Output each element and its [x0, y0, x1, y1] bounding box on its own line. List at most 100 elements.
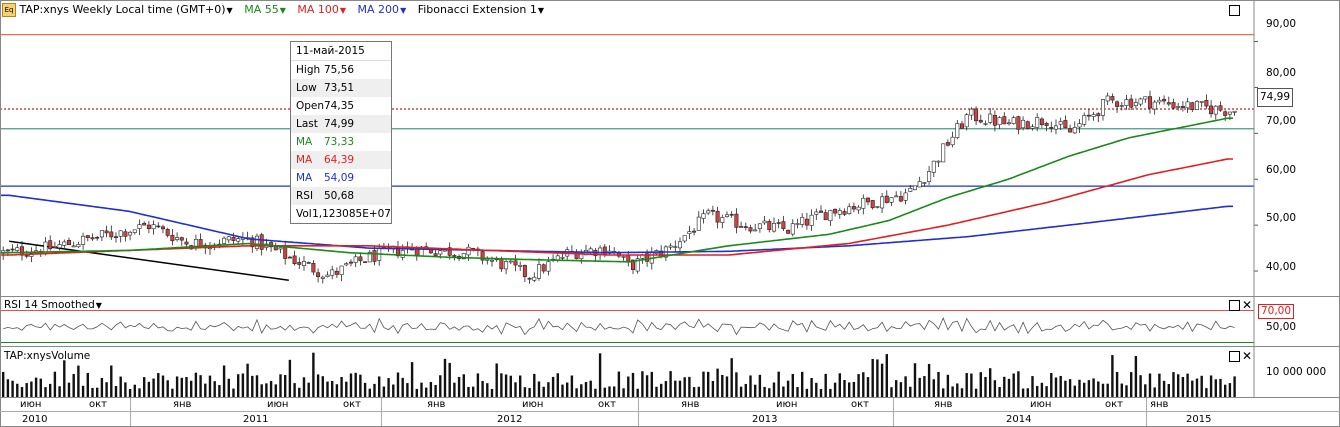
volume-bar — [1035, 386, 1039, 397]
volume-bar — [359, 374, 362, 397]
candle-body — [1204, 100, 1209, 107]
candle-body — [983, 123, 988, 125]
volume-bar — [100, 377, 104, 397]
volume-bar — [960, 388, 964, 397]
instrument-dropdown-icon[interactable]: ▼ — [226, 6, 233, 15]
volume-bar — [1167, 384, 1170, 397]
volume-bar — [1181, 376, 1185, 397]
ma100-label[interactable]: MA 100 — [297, 3, 339, 16]
volume-bar — [937, 371, 940, 397]
maximize-rsi-icon[interactable] — [1229, 300, 1240, 311]
candle-body — [52, 246, 57, 248]
candle-body — [71, 245, 76, 248]
volume-bar — [979, 372, 982, 397]
volume-bar — [941, 388, 945, 397]
volume-bar — [988, 368, 992, 397]
volume-bar — [67, 382, 71, 397]
volume-bar — [199, 375, 202, 397]
volume-bar — [293, 383, 296, 397]
candle-body — [518, 264, 523, 267]
candle-body — [1232, 110, 1237, 113]
volume-bar — [688, 376, 691, 397]
volume-bar — [617, 371, 621, 397]
candle-body — [880, 196, 885, 209]
candle-body — [959, 123, 964, 129]
candle-body — [1199, 101, 1204, 103]
volume-bar — [547, 382, 550, 397]
data-window-row: High 75,56 — [296, 64, 355, 76]
volume-bar — [180, 377, 183, 397]
volume-bar — [58, 386, 61, 397]
candle-body — [687, 231, 692, 235]
candle-body — [729, 213, 734, 216]
candle-body — [513, 260, 518, 266]
candle-body — [1115, 101, 1120, 107]
ma55-dropdown-icon[interactable]: ▼ — [279, 6, 286, 15]
fibonacci-dropdown-icon[interactable]: ▼ — [537, 6, 545, 15]
candle-body — [1157, 99, 1162, 103]
volume-bar — [927, 363, 931, 397]
volume-bar — [899, 382, 903, 397]
volume-bar — [25, 383, 28, 397]
volume-bar — [1054, 377, 1058, 397]
volume-bar — [1186, 373, 1189, 397]
fibonacci-label[interactable]: Fibonacci Extension 1 — [417, 3, 537, 16]
ma200-label[interactable]: MA 200 — [357, 3, 400, 16]
maximize-volume-icon[interactable] — [1229, 351, 1240, 362]
ma55-label[interactable]: MA 55 — [244, 3, 279, 16]
volume-bar — [974, 388, 978, 397]
volume-bar — [6, 379, 10, 397]
candle-body — [724, 214, 729, 217]
candle-body — [536, 264, 541, 279]
candle-body — [15, 247, 20, 251]
volume-bar — [424, 387, 428, 397]
chart-header: Eq TAP:xnys Weekly Local time (GMT+0)▼ M… — [2, 3, 544, 17]
equity-icon[interactable]: Eq — [2, 3, 16, 17]
close-rsi-icon[interactable]: ✕ — [1242, 298, 1253, 312]
volume-bar — [918, 377, 921, 397]
candle-body — [222, 237, 227, 244]
volume-bar — [894, 380, 898, 397]
volume-bar — [970, 373, 973, 397]
year-label: 2014 — [1006, 414, 1032, 425]
volume-bar — [222, 365, 226, 397]
candle-body — [861, 197, 866, 209]
volume-bar — [1111, 355, 1114, 397]
volume-bar — [669, 371, 672, 397]
candle-body — [1124, 99, 1129, 106]
volume-bar — [194, 372, 198, 397]
volume-bar — [128, 388, 132, 397]
volume-bar — [269, 381, 273, 397]
volume-bar — [556, 373, 559, 397]
candle-body — [875, 206, 880, 208]
instrument-label[interactable]: TAP:xnys Weekly Local time (GMT+0) — [19, 3, 226, 16]
candle-body — [283, 246, 288, 259]
candle-body — [76, 244, 81, 248]
candle-body — [903, 192, 908, 201]
candle-body — [175, 237, 180, 240]
volume-bar — [1007, 378, 1011, 397]
data-window-row: Open 74,35 — [296, 100, 355, 112]
rsi-panel-title[interactable]: RSI 14 Smoothed▼ — [4, 299, 102, 311]
volume-bar — [340, 376, 343, 397]
volume-bar — [862, 372, 865, 397]
volume-bar — [721, 374, 724, 397]
candle-body — [160, 226, 165, 230]
volume-bar — [490, 388, 494, 397]
candle-body — [1082, 115, 1087, 125]
month-label: янв — [1150, 399, 1169, 410]
close-volume-icon[interactable]: ✕ — [1242, 349, 1253, 363]
volume-bar — [692, 387, 696, 397]
maximize-main-icon[interactable] — [1229, 5, 1240, 16]
ma200-dropdown-icon[interactable]: ▼ — [400, 6, 407, 15]
volume-bar — [316, 374, 320, 397]
candle-body — [889, 197, 894, 203]
ma100-dropdown-icon[interactable]: ▼ — [339, 6, 347, 15]
volume-bar — [1233, 376, 1236, 397]
candle-body — [1039, 118, 1044, 125]
candle-body — [823, 212, 828, 221]
volume-bar — [368, 388, 371, 397]
data-window: 11-май-2015 High 75,56 Low 73,51 Open 74,35… — [290, 41, 392, 224]
volume-bar — [612, 386, 616, 397]
